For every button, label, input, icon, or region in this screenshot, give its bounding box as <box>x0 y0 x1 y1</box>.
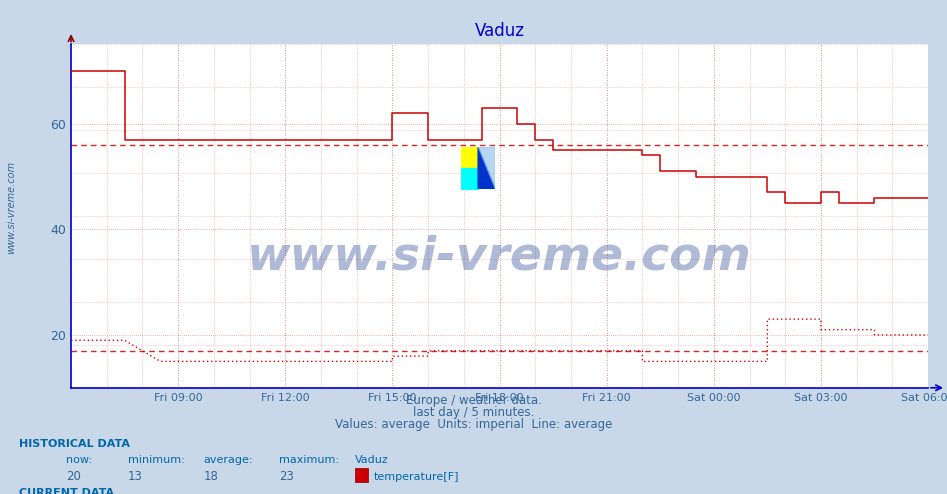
Polygon shape <box>478 147 495 189</box>
Text: Europe / weather data.: Europe / weather data. <box>405 394 542 407</box>
Text: www.si-vreme.com: www.si-vreme.com <box>247 235 752 280</box>
Text: 18: 18 <box>204 470 219 483</box>
Polygon shape <box>478 147 495 189</box>
Text: temperature[F]: temperature[F] <box>374 472 459 482</box>
Text: www.si-vreme.com: www.si-vreme.com <box>7 161 16 254</box>
Text: last day / 5 minutes.: last day / 5 minutes. <box>413 406 534 419</box>
Text: Values: average  Units: imperial  Line: average: Values: average Units: imperial Line: av… <box>335 418 612 431</box>
Text: minimum:: minimum: <box>128 455 185 465</box>
Text: HISTORICAL DATA: HISTORICAL DATA <box>19 439 130 449</box>
Text: Vaduz: Vaduz <box>355 455 389 465</box>
Text: 13: 13 <box>128 470 143 483</box>
Text: average:: average: <box>204 455 253 465</box>
Text: 23: 23 <box>279 470 295 483</box>
Text: now:: now: <box>66 455 92 465</box>
Text: 20: 20 <box>66 470 81 483</box>
Title: Vaduz: Vaduz <box>474 22 525 40</box>
Text: maximum:: maximum: <box>279 455 339 465</box>
Text: CURRENT DATA: CURRENT DATA <box>19 488 114 494</box>
